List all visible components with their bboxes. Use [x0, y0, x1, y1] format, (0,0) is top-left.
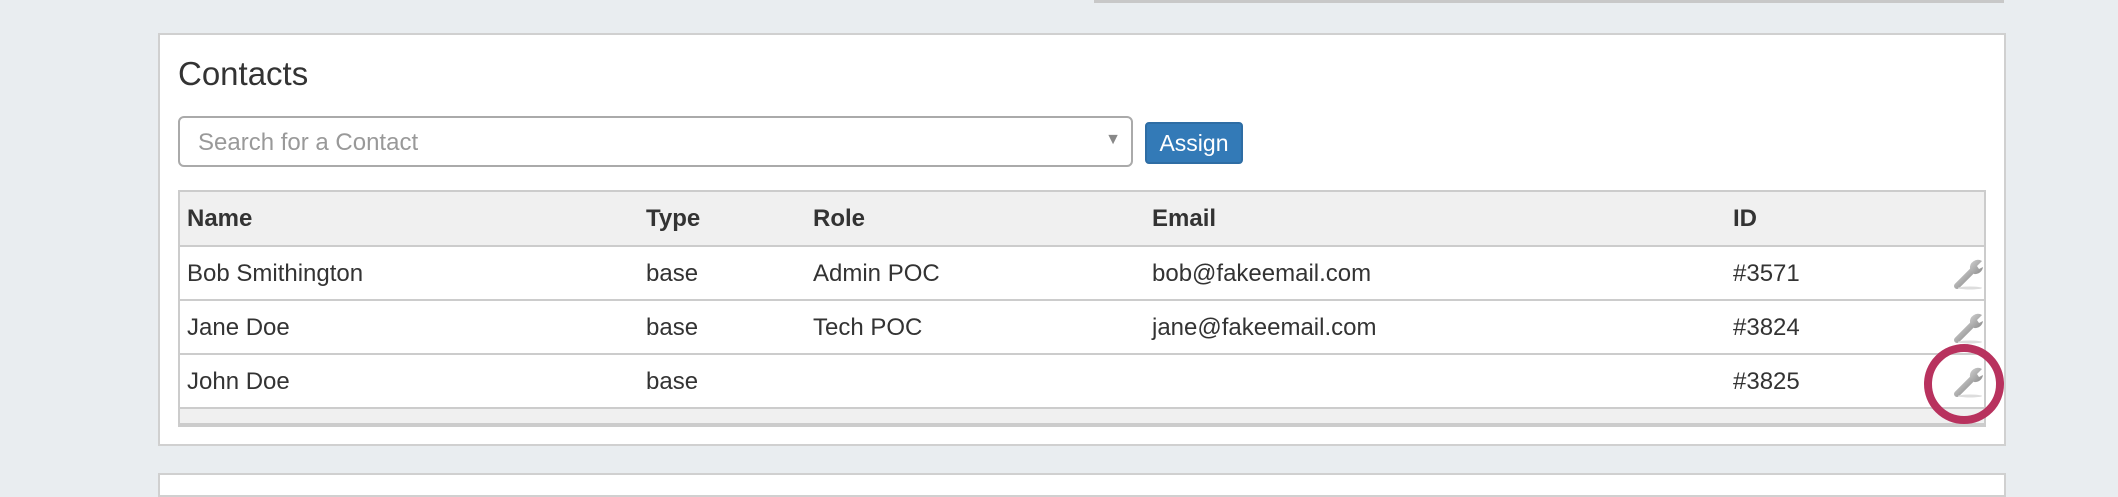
cell-type: base	[646, 260, 699, 287]
cell-role: Admin POC	[813, 260, 940, 287]
cell-name: Bob Smithington	[187, 260, 364, 287]
cell-id: #3571	[1733, 260, 1800, 287]
contacts-table: Name Type Role Email ID Bob Smithington b…	[178, 190, 1986, 427]
cell-email: bob@fakeemail.com	[1152, 260, 1372, 287]
cell-email: jane@fakeemail.com	[1152, 314, 1377, 341]
contact-search-select[interactable]: ▼	[178, 116, 1133, 167]
cell-name: Jane Doe	[187, 314, 290, 341]
header-name[interactable]: Name	[187, 205, 253, 232]
cell-type: base	[646, 368, 699, 395]
cell-id: #3824	[1733, 314, 1800, 341]
highlight-circle	[1924, 344, 2004, 424]
cell-id: #3825	[1733, 368, 1800, 395]
header-role[interactable]: Role	[813, 205, 866, 232]
cell-type: base	[646, 314, 699, 341]
table-footer	[180, 409, 1984, 427]
caret-down-icon[interactable]: ▼	[1105, 131, 1121, 148]
table-row: John Doe base #3825	[180, 355, 1984, 409]
wrench-icon[interactable]	[1953, 311, 1987, 345]
search-input[interactable]	[196, 128, 1080, 158]
contacts-panel: Contacts ▼ Assign Name Type Role Email I…	[158, 33, 2006, 446]
cell-role: Tech POC	[813, 314, 923, 341]
wrench-icon[interactable]	[1953, 257, 1987, 291]
header-id[interactable]: ID	[1733, 205, 1757, 232]
assign-button[interactable]: Assign	[1145, 122, 1243, 164]
table-row: Bob Smithington base Admin POC bob@fakeemai…	[180, 247, 1984, 301]
table-header: Name Type Role Email ID	[180, 192, 1984, 247]
header-type[interactable]: Type	[646, 205, 701, 232]
cell-name: John Doe	[187, 368, 290, 395]
top-divider	[1094, 0, 2004, 3]
page-title: Contacts	[178, 55, 309, 92]
table-row: Jane Doe base Tech POC jane@fakeemail.com #3…	[180, 301, 1984, 355]
next-panel	[158, 473, 2006, 497]
header-email[interactable]: Email	[1152, 205, 1217, 232]
